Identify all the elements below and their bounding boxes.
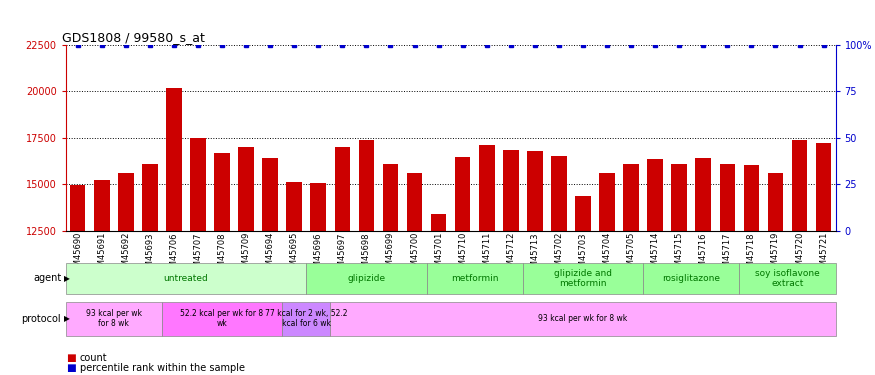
Text: ▶: ▶ [64, 314, 70, 323]
Bar [190, 138, 206, 375]
Bar [671, 164, 687, 375]
Bar [166, 88, 182, 375]
Text: GDS1808 / 99580_s_at: GDS1808 / 99580_s_at [62, 31, 205, 44]
Text: rosiglitazone: rosiglitazone [662, 274, 720, 283]
Bar [430, 214, 446, 375]
Bar [142, 164, 158, 375]
Bar [238, 147, 254, 375]
Text: 77 kcal for 2 wk, 52.2
kcal for 6 wk: 77 kcal for 2 wk, 52.2 kcal for 6 wk [265, 309, 347, 328]
Text: protocol: protocol [22, 314, 61, 324]
Bar [311, 183, 326, 375]
Text: ■: ■ [66, 363, 75, 373]
Text: count: count [80, 353, 108, 363]
Bar [575, 196, 591, 375]
Bar [479, 145, 494, 375]
Bar [118, 173, 134, 375]
Text: glipizide and
metformin: glipizide and metformin [554, 269, 612, 288]
Text: ▶: ▶ [64, 274, 70, 283]
Text: glipizide: glipizide [347, 274, 386, 283]
Bar [767, 173, 783, 375]
Bar [94, 180, 109, 375]
Bar [719, 164, 735, 375]
Bar [455, 157, 471, 375]
Bar [551, 156, 567, 375]
Bar [382, 164, 398, 375]
Bar [744, 165, 760, 375]
Bar [599, 173, 615, 375]
Text: percentile rank within the sample: percentile rank within the sample [80, 363, 245, 373]
Bar [648, 159, 663, 375]
Text: 93 kcal per wk for 8 wk: 93 kcal per wk for 8 wk [538, 314, 627, 323]
Text: 93 kcal per wk
for 8 wk: 93 kcal per wk for 8 wk [86, 309, 142, 328]
Bar [792, 140, 808, 375]
Text: metformin: metformin [451, 274, 499, 283]
Text: ■: ■ [66, 353, 75, 363]
Bar [262, 158, 278, 375]
Bar [407, 173, 423, 375]
Text: agent: agent [33, 273, 61, 284]
Bar [70, 185, 86, 375]
Bar [359, 140, 374, 375]
Bar [696, 158, 711, 375]
Text: soy isoflavone
extract: soy isoflavone extract [755, 269, 820, 288]
Bar [527, 151, 542, 375]
Bar [286, 182, 302, 375]
Bar [816, 143, 831, 375]
Text: 52.2 kcal per wk for 8
wk: 52.2 kcal per wk for 8 wk [180, 309, 263, 328]
Bar [214, 153, 230, 375]
Bar [334, 147, 350, 375]
Text: untreated: untreated [164, 274, 208, 283]
Bar [623, 164, 639, 375]
Bar [503, 150, 519, 375]
